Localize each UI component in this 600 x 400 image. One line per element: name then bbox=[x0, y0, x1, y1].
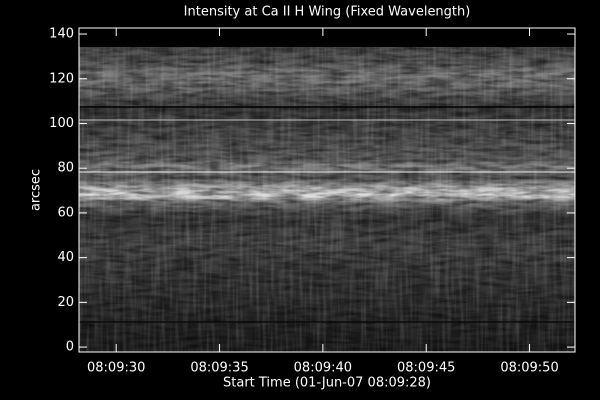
plot-frame bbox=[78, 27, 576, 353]
image-speck bbox=[79, 47, 575, 352]
x-tick-label: 08:09:45 bbox=[397, 361, 455, 376]
chart-title: Intensity at Ca II H Wing (Fixed Wavelen… bbox=[184, 5, 471, 20]
y-tick-label: 80 bbox=[57, 161, 74, 176]
y-tick-label: 60 bbox=[57, 205, 74, 220]
y-tick-label: 0 bbox=[66, 340, 74, 355]
y-tick-label: 20 bbox=[57, 295, 74, 310]
x-tick-label: 08:09:50 bbox=[500, 361, 558, 376]
image bbox=[79, 47, 575, 352]
y-tick-label: 40 bbox=[57, 250, 74, 265]
x-axis-label: Start Time (01-Jun-07 08:09:28) bbox=[223, 376, 431, 391]
y-tick-label: 120 bbox=[49, 71, 74, 86]
x-tick-label: 08:09:40 bbox=[294, 361, 352, 376]
y-tick-label: 100 bbox=[49, 116, 74, 131]
x-tick-label: 08:09:35 bbox=[190, 361, 248, 376]
y-tick-label: 140 bbox=[49, 27, 74, 42]
y-axis-label: arcsec bbox=[29, 169, 44, 211]
x-tick-label: 08:09:30 bbox=[87, 361, 145, 376]
